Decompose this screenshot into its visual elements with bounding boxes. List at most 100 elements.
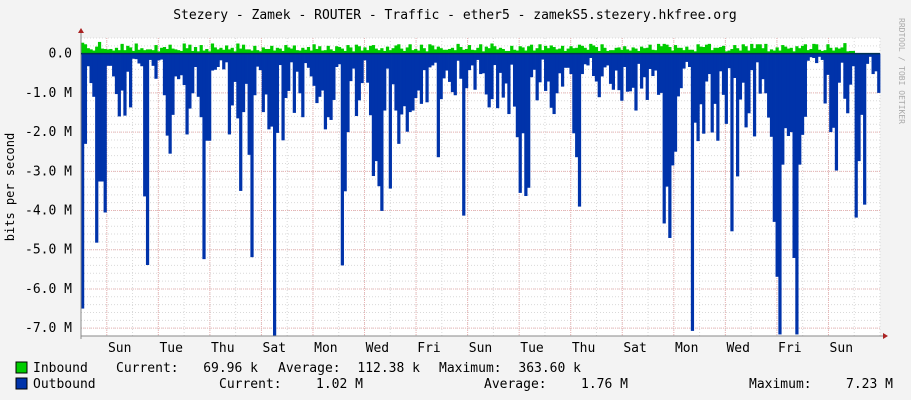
outbound-bar	[154, 53, 158, 79]
inbound-bar	[730, 48, 734, 54]
outbound-bar	[448, 53, 452, 82]
inbound-bar	[597, 50, 601, 54]
inbound-bar	[673, 45, 678, 54]
outbound-bar	[546, 53, 551, 82]
inbound-bar	[736, 48, 740, 54]
inbound-bar	[634, 48, 638, 54]
inbound-bar	[154, 45, 158, 54]
x-tick-label: Mon	[314, 341, 337, 356]
inbound-bar	[337, 47, 342, 54]
inbound-bar	[535, 48, 539, 54]
outbound-series	[81, 53, 881, 337]
outbound-bar	[126, 53, 130, 72]
inbound-bar	[504, 50, 508, 54]
inbound-bar	[608, 50, 613, 54]
x-tick-label: Sun	[108, 341, 131, 356]
outbound-bar	[577, 53, 582, 207]
inbound-bar	[781, 45, 785, 54]
chart-title: Stezery - Zamek - ROUTER - Traffic - eth…	[173, 8, 737, 23]
inbound-bar	[343, 50, 347, 54]
inbound-bar	[323, 50, 328, 54]
outbound-bar	[213, 53, 217, 70]
outbound-bar	[490, 53, 494, 100]
inbound-bar	[374, 48, 378, 54]
outbound-bar	[112, 53, 116, 77]
inbound-bar	[258, 51, 263, 54]
inbound-bar	[439, 48, 443, 54]
inbound-bar	[721, 45, 726, 54]
inbound-bar	[306, 47, 311, 54]
inbound-bar	[487, 48, 491, 54]
inbound-bar	[176, 50, 181, 54]
outbound-bar	[848, 53, 853, 85]
outbound-bar	[464, 53, 469, 89]
x-tick-label: Sat	[623, 341, 646, 356]
outbound-bar	[871, 53, 875, 75]
outbound-bar	[332, 53, 336, 100]
outbound-bar	[594, 53, 599, 82]
legend-inbound-maximum: 363.60 k	[518, 361, 581, 376]
legend-outbound-current-label: Current:	[219, 377, 282, 392]
inbound-bar	[727, 50, 731, 54]
inbound-bar	[843, 43, 847, 54]
inbound-bar	[803, 44, 807, 54]
inbound-bar	[662, 43, 666, 54]
inbound-bar	[815, 44, 819, 54]
outbound-bar	[541, 53, 545, 60]
outbound-bar	[640, 53, 644, 89]
inbound-bar	[846, 51, 850, 54]
inbound-bar	[329, 49, 333, 54]
inbound-bar	[778, 50, 782, 54]
outbound-bar	[236, 53, 240, 119]
outbound-bar	[603, 53, 607, 68]
inbound-bar	[741, 44, 745, 54]
inbound-bar	[755, 44, 759, 54]
outbound-bar	[558, 53, 562, 74]
inbound-bar	[400, 48, 404, 54]
y-tick-label: -1.0 M	[25, 86, 72, 101]
outbound-bar	[592, 53, 596, 77]
x-tick-label: Thu	[211, 341, 234, 356]
outbound-bar	[100, 53, 104, 182]
outbound-bar	[261, 53, 265, 113]
outbound-bar	[611, 53, 615, 90]
outbound-bar	[281, 53, 285, 141]
outbound-bar	[851, 53, 855, 67]
inbound-bar	[182, 43, 186, 54]
outbound-bar	[357, 53, 361, 101]
inbound-bar	[795, 46, 799, 54]
inbound-bar	[623, 46, 627, 54]
outbound-bar	[493, 53, 497, 66]
inbound-bar	[784, 46, 788, 54]
inbound-bar	[637, 50, 641, 54]
inbound-bar	[422, 48, 426, 54]
inbound-bar	[380, 48, 384, 54]
inbound-bar	[648, 44, 652, 54]
outbound-bar	[659, 53, 663, 93]
inbound-bar	[216, 49, 220, 54]
outbound-bar	[278, 53, 282, 66]
outbound-bar	[425, 53, 429, 103]
outbound-bar	[388, 53, 392, 189]
inbound-bar	[834, 47, 839, 54]
x-tick-labels: Sun Tue Thu Sat Mon Wed Fri Sun Tue Thu Sat Mon Wed F…	[108, 341, 853, 356]
y-tick-label: -5.0 M	[25, 243, 72, 258]
outbound-bar	[120, 53, 124, 91]
outbound-bar	[566, 53, 570, 68]
outbound-bar	[498, 53, 503, 73]
outbound-bar	[840, 53, 844, 63]
outbound-bar	[453, 53, 457, 96]
inbound-bar	[137, 49, 141, 54]
inbound-bar	[704, 44, 709, 54]
outbound-bar	[145, 53, 150, 266]
inbound-bar	[411, 50, 415, 54]
inbound-bar	[120, 43, 124, 54]
inbound-bar	[304, 49, 308, 54]
inbound-bar	[569, 46, 573, 54]
outbound-bar	[727, 53, 731, 69]
inbound-bar	[264, 48, 268, 54]
outbound-bar	[250, 53, 254, 258]
outbound-bar	[92, 53, 96, 97]
inbound-bar	[546, 48, 551, 54]
inbound-bar	[592, 45, 596, 54]
